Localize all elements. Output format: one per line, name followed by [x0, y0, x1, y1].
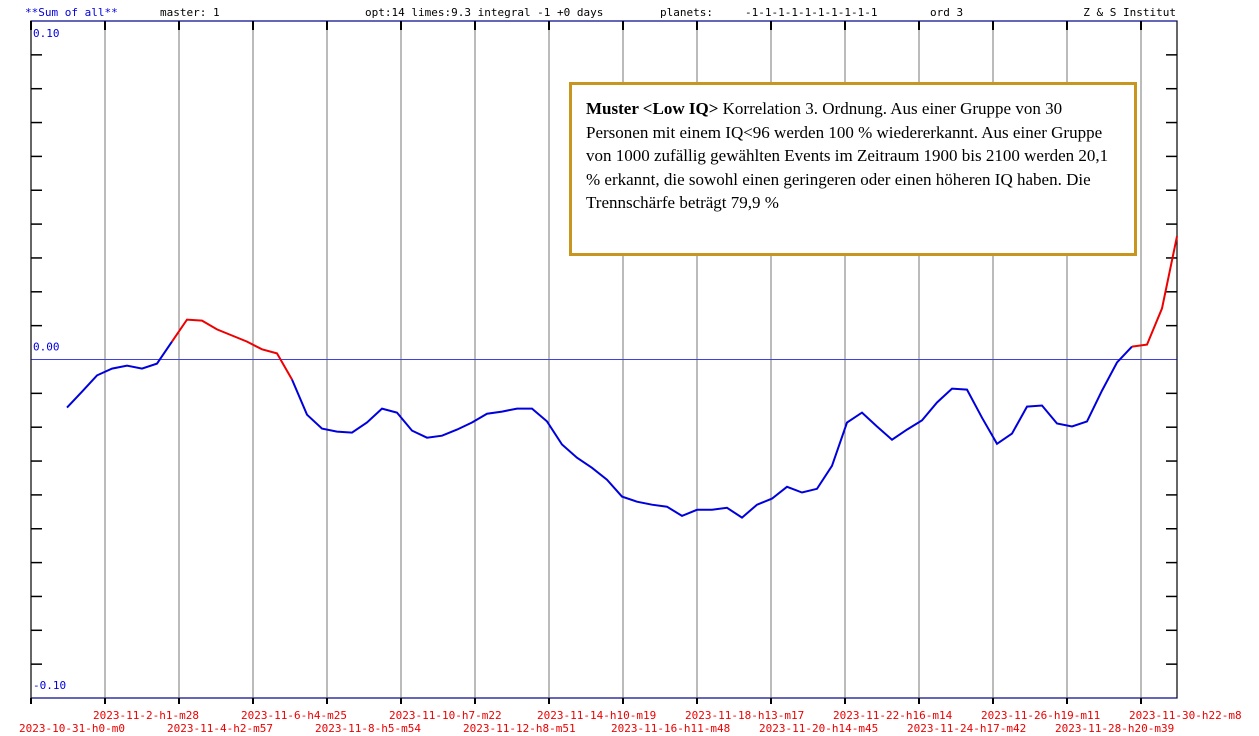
x-tick-label: 2023-11-26-h19-m11 — [981, 709, 1100, 722]
header-master: master: 1 — [160, 6, 220, 19]
chart-title: **Sum of all** — [25, 6, 118, 19]
header-planets: -1-1-1-1-1-1-1-1-1-1 — [745, 6, 877, 19]
y-tick-label: 0.00 — [33, 341, 60, 354]
x-tick-label: 2023-10-31-h0-m0 — [19, 722, 125, 735]
x-tick-label: 2023-11-24-h17-m42 — [907, 722, 1026, 735]
header-institute: Z & S Institut — [1083, 6, 1176, 19]
x-tick-label: 2023-11-12-h8-m51 — [463, 722, 576, 735]
annotation-bold: Muster <Low IQ> — [586, 99, 719, 118]
x-tick-label: 2023-11-14-h10-m19 — [537, 709, 656, 722]
x-tick-label: 2023-11-8-h5-m54 — [315, 722, 421, 735]
x-tick-label: 2023-11-20-h14-m45 — [759, 722, 878, 735]
x-tick-label: 2023-11-18-h13-m17 — [685, 709, 804, 722]
header-order: ord 3 — [930, 6, 963, 19]
line-series — [1131, 236, 1178, 348]
x-tick-label: 2023-11-4-h2-m57 — [167, 722, 273, 735]
x-tick-label: 2023-11-6-h4-m25 — [241, 709, 347, 722]
x-tick-label: 2023-11-16-h11-m48 — [611, 722, 730, 735]
x-tick-label: 2023-11-22-h16-m14 — [833, 709, 953, 722]
x-tick-label: 2023-11-10-h7-m22 — [389, 709, 502, 722]
annotation: Muster <Low IQ> Korrelation 3. Ordnung. … — [569, 82, 1137, 256]
x-tick-label: 2023-11-2-h1-m28 — [93, 709, 199, 722]
header-planets-label: planets: — [660, 6, 713, 19]
x-tick-label: 2023-11-30-h22-m8 — [1129, 709, 1242, 722]
line-series — [171, 318, 293, 380]
annotation-text: Korrelation 3. Ordnung. Aus einer Gruppe… — [586, 99, 1109, 212]
x-tick-label: 2023-11-28-h20-m39 — [1055, 722, 1174, 735]
y-tick-label: 0.10 — [33, 27, 60, 40]
line-series — [291, 345, 1133, 519]
line-series — [66, 341, 173, 409]
y-tick-label: -0.10 — [33, 679, 66, 692]
header-options: opt:14 limes:9.3 integral -1 +0 days — [365, 6, 603, 19]
